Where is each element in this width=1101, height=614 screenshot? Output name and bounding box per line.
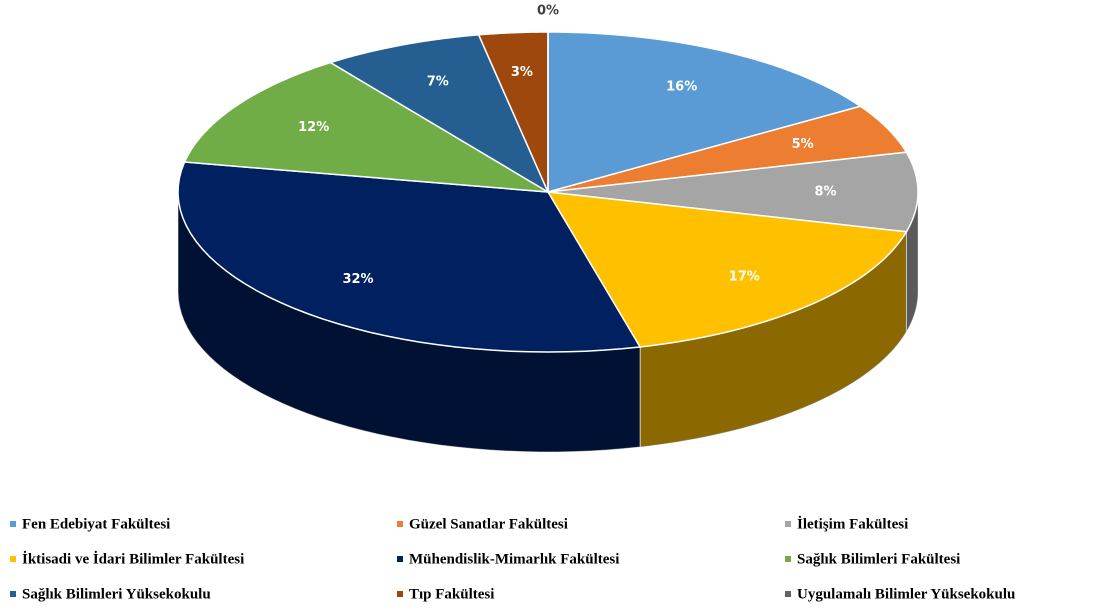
legend-label: Sağlık Bilimleri Yüksekokulu: [22, 586, 211, 602]
legend-label: İktisadi ve İdari Bilimler Fakültesi: [22, 550, 244, 567]
legend-swatch: [10, 521, 16, 527]
legend-swatch: [10, 591, 16, 597]
data-label: 0%: [537, 4, 559, 19]
legend-swatch: [397, 556, 403, 562]
slice-side-shade: [640, 231, 907, 447]
legend-label: Uygulamalı Bilimler Yüksekokulu: [797, 586, 1015, 602]
slice: [547, 105, 908, 193]
slice-side-shade: [178, 192, 641, 452]
slice: [183, 61, 549, 193]
legend-label: Sağlık Bilimleri Fakültesi: [797, 551, 960, 567]
slice: [547, 151, 919, 233]
slice: [477, 31, 549, 193]
data-label: 17%: [729, 269, 760, 284]
legend-label: Tıp Fakültesi: [409, 586, 494, 602]
data-label: 3%: [511, 65, 533, 80]
legend-label: Mühendislik-Mimarlık Fakültesi: [409, 551, 619, 567]
legend-swatch: [10, 556, 16, 562]
legend-label: Fen Edebiyat Fakültesi: [22, 516, 170, 532]
slice: [547, 31, 863, 193]
legend-swatch: [785, 591, 791, 597]
legend-label: İletişim Fakültesi: [797, 515, 908, 532]
legend-swatch: [397, 521, 403, 527]
legend-swatch: [785, 556, 791, 562]
data-label: 32%: [342, 272, 373, 287]
slice: [177, 161, 642, 353]
legend-swatch: [397, 591, 403, 597]
slice: [328, 34, 550, 194]
data-label: 5%: [792, 137, 814, 152]
legend-label: Güzel Sanatlar Fakültesi: [409, 516, 568, 532]
data-label: 16%: [666, 79, 697, 94]
slice: [546, 191, 908, 348]
data-label: 8%: [814, 185, 836, 200]
data-label: 12%: [298, 120, 329, 135]
data-label: 7%: [427, 74, 449, 89]
legend-swatch: [785, 521, 791, 527]
